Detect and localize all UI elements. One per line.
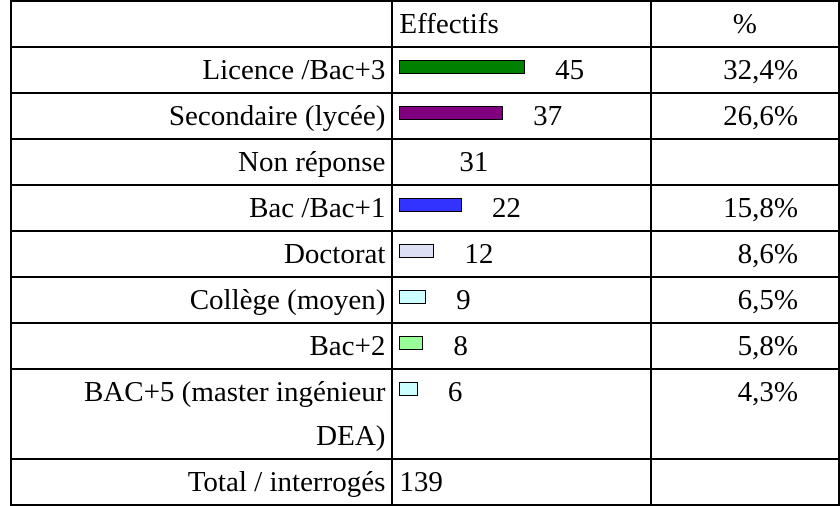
count-value: 8 xyxy=(453,330,468,362)
count-cell: 22 xyxy=(391,184,652,232)
count-value: 9 xyxy=(456,284,471,316)
data-row: Doctorat 12 8,6% xyxy=(9,230,840,278)
bar xyxy=(399,60,526,74)
percent-cell: 6,5% xyxy=(649,276,840,324)
row-label: BAC+5 (master ingénieur DEA) xyxy=(9,368,394,460)
bar xyxy=(399,290,427,304)
percent-cell: 8,6% xyxy=(649,230,840,278)
data-row: BAC+5 (master ingénieur DEA) 6 4,3% xyxy=(9,368,840,460)
percent-cell: 4,3% xyxy=(649,368,840,460)
count-wrap: 37 xyxy=(399,94,643,138)
count-cell: 37 xyxy=(391,92,652,140)
row-label: Bac+2 xyxy=(9,322,394,370)
count-cell: 31 xyxy=(391,138,652,186)
count-cell: 6 xyxy=(391,368,652,460)
count-wrap: 9 xyxy=(399,278,643,322)
data-row: Non réponse 31 xyxy=(9,138,840,186)
count-wrap: 8 xyxy=(399,324,643,368)
total-count: 139 xyxy=(391,458,652,506)
count-value: 45 xyxy=(555,54,585,86)
count-wrap: 31 xyxy=(399,140,643,184)
count-wrap: 6 xyxy=(399,370,643,414)
count-wrap: 45 xyxy=(399,48,643,92)
data-row: Collège (moyen) 9 6,5% xyxy=(9,276,840,324)
count-wrap: 22 xyxy=(399,186,643,230)
count-wrap: 12 xyxy=(399,232,643,276)
header-cell: % xyxy=(649,0,840,48)
header-row: Effectifs% xyxy=(9,0,840,48)
row-label: Non réponse xyxy=(9,138,394,186)
header-cell xyxy=(9,0,394,48)
percent-cell xyxy=(649,138,840,186)
bar xyxy=(399,336,424,350)
data-row: Licence /Bac+3 45 32,4% xyxy=(9,46,840,94)
data-row: Bac /Bac+1 22 15,8% xyxy=(9,184,840,232)
count-cell: 45 xyxy=(391,46,652,94)
count-cell: 12 xyxy=(391,230,652,278)
total-label: Total / interrogés xyxy=(9,458,394,506)
bar xyxy=(399,382,418,396)
bar xyxy=(399,244,435,258)
row-label: Licence /Bac+3 xyxy=(9,46,394,94)
row-label: Secondaire (lycée) xyxy=(9,92,394,140)
row-label: Doctorat xyxy=(9,230,394,278)
row-label: Collège (moyen) xyxy=(9,276,394,324)
count-value: 12 xyxy=(464,238,494,270)
total-row: Total / interrogés 139 xyxy=(9,458,840,506)
data-row: Secondaire (lycée) 37 26,6% xyxy=(9,92,840,140)
percent-cell: 26,6% xyxy=(649,92,840,140)
header-cell: Effectifs xyxy=(391,0,652,48)
count-value: 37 xyxy=(533,100,563,132)
count-cell: 8 xyxy=(391,322,652,370)
page: Effectifs% Licence /Bac+3 45 32,4% Secondair… xyxy=(9,0,840,506)
count-value: 6 xyxy=(447,376,463,408)
percent-cell: 15,8% xyxy=(649,184,840,232)
data-row: Bac+2 8 5,8% xyxy=(9,322,840,370)
count-cell: 9 xyxy=(391,276,652,324)
bar xyxy=(399,198,462,212)
percent-cell: 5,8% xyxy=(649,322,840,370)
total-percent xyxy=(649,458,840,506)
table-body: Effectifs% Licence /Bac+3 45 32,4% Secondair… xyxy=(9,0,840,506)
percent-cell: 32,4% xyxy=(649,46,840,94)
count-value: 31 xyxy=(459,146,489,178)
bar xyxy=(399,106,504,120)
data-table: Effectifs% Licence /Bac+3 45 32,4% Secondair… xyxy=(9,0,840,506)
count-value: 22 xyxy=(491,192,521,224)
row-label: Bac /Bac+1 xyxy=(9,184,394,232)
